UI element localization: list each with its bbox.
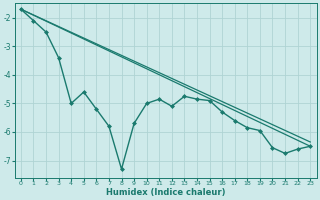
X-axis label: Humidex (Indice chaleur): Humidex (Indice chaleur) [106,188,225,197]
